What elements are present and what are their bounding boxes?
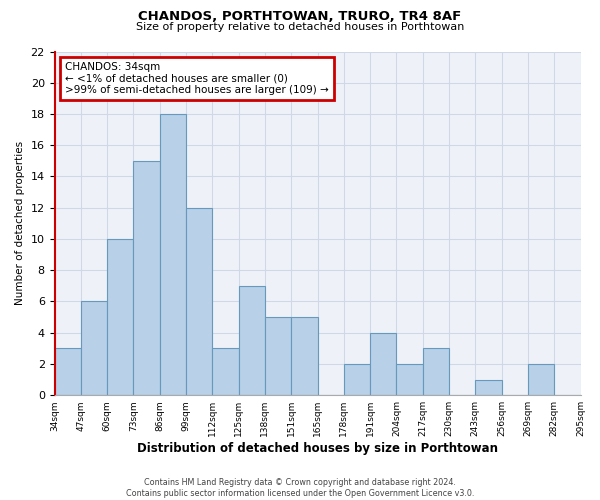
Bar	[133, 161, 160, 395]
X-axis label: Distribution of detached houses by size in Porthtowan: Distribution of detached houses by size …	[137, 442, 498, 455]
Bar	[475, 380, 502, 395]
Bar	[160, 114, 186, 395]
Bar	[291, 317, 317, 395]
Bar	[212, 348, 239, 395]
Text: Contains HM Land Registry data © Crown copyright and database right 2024.
Contai: Contains HM Land Registry data © Crown c…	[126, 478, 474, 498]
Bar	[423, 348, 449, 395]
Bar	[265, 317, 291, 395]
Bar	[186, 208, 212, 395]
Bar	[344, 364, 370, 395]
Bar	[81, 302, 107, 395]
Y-axis label: Number of detached properties: Number of detached properties	[15, 142, 25, 306]
Bar	[239, 286, 265, 395]
Text: Size of property relative to detached houses in Porthtowan: Size of property relative to detached ho…	[136, 22, 464, 32]
Bar	[528, 364, 554, 395]
Bar	[107, 239, 133, 395]
Bar	[55, 348, 81, 395]
Bar	[370, 332, 397, 395]
Text: CHANDOS, PORTHTOWAN, TRURO, TR4 8AF: CHANDOS, PORTHTOWAN, TRURO, TR4 8AF	[139, 10, 461, 23]
Text: CHANDOS: 34sqm
← <1% of detached houses are smaller (0)
>99% of semi-detached ho: CHANDOS: 34sqm ← <1% of detached houses …	[65, 62, 329, 95]
Bar	[397, 364, 423, 395]
